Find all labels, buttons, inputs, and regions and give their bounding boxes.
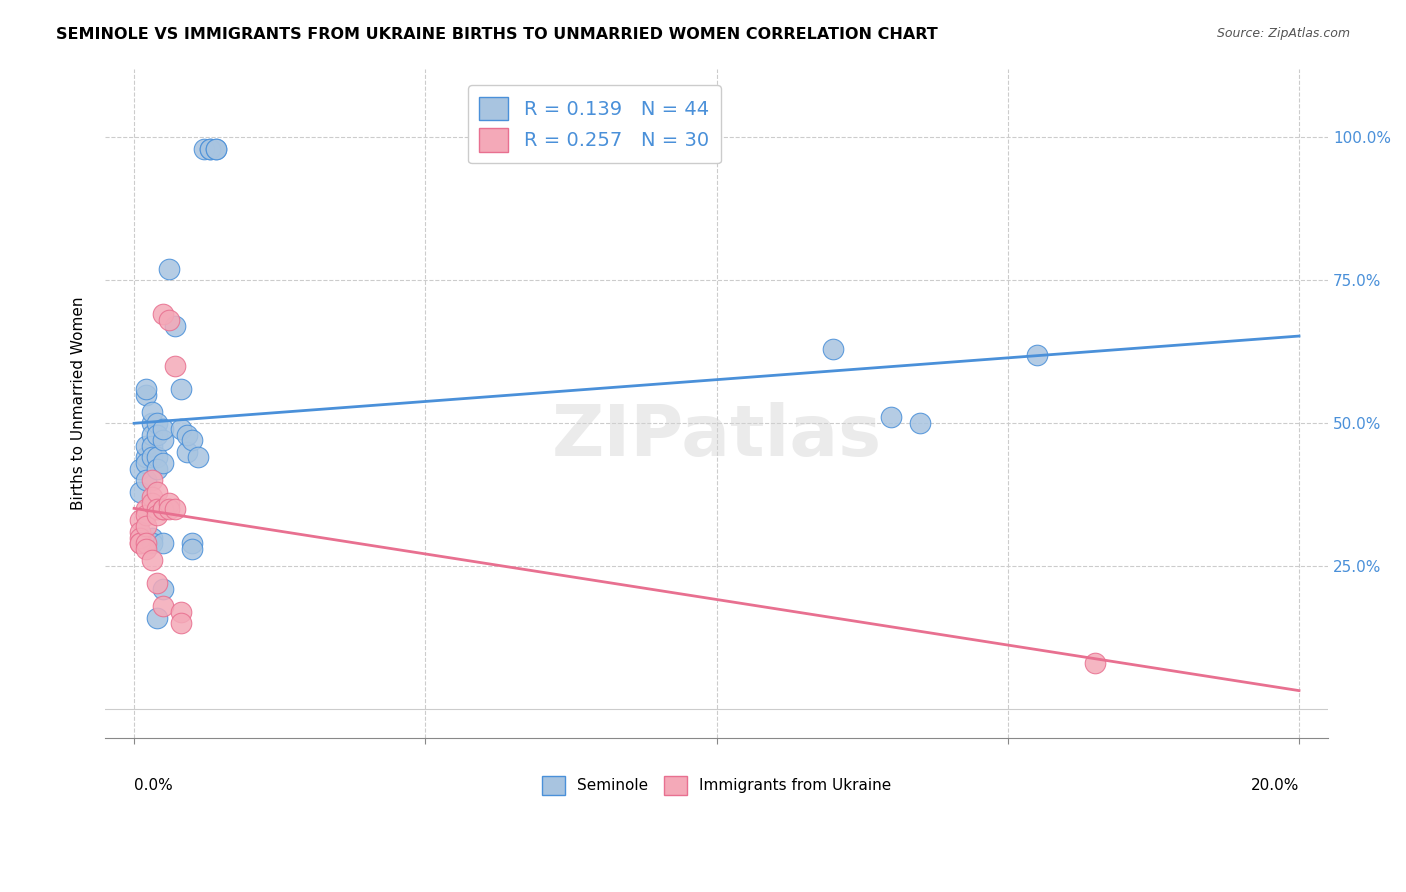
Point	[152, 502, 174, 516]
Point	[141, 427, 163, 442]
Point	[152, 502, 174, 516]
Point	[135, 536, 157, 550]
Text: 0.0%: 0.0%	[134, 778, 173, 793]
Point	[152, 422, 174, 436]
Point	[198, 142, 221, 156]
Point	[181, 536, 204, 550]
Point	[204, 142, 226, 156]
Point	[141, 473, 163, 487]
Point	[141, 450, 163, 465]
Point	[204, 142, 226, 156]
Point	[129, 536, 152, 550]
Point	[187, 450, 209, 465]
Point	[821, 342, 844, 356]
Point	[880, 410, 903, 425]
Point	[141, 405, 163, 419]
Point	[152, 456, 174, 470]
Point	[135, 508, 157, 522]
Point	[141, 553, 163, 567]
Point	[141, 439, 163, 453]
Point	[152, 536, 174, 550]
Point	[129, 531, 152, 545]
Text: 20.0%: 20.0%	[1251, 778, 1299, 793]
Point	[135, 519, 157, 533]
Point	[141, 531, 163, 545]
Text: SEMINOLE VS IMMIGRANTS FROM UKRAINE BIRTHS TO UNMARRIED WOMEN CORRELATION CHART: SEMINOLE VS IMMIGRANTS FROM UKRAINE BIRT…	[56, 27, 938, 42]
Point	[170, 605, 193, 619]
Point	[135, 382, 157, 396]
Point	[135, 456, 157, 470]
Point	[163, 318, 186, 333]
Point	[910, 416, 932, 430]
Point	[146, 502, 169, 516]
Point	[157, 496, 180, 510]
Point	[141, 416, 163, 430]
Point	[146, 450, 169, 465]
Point	[176, 444, 198, 458]
Point	[146, 508, 169, 522]
Point	[170, 422, 193, 436]
Point	[146, 484, 169, 499]
Point	[163, 502, 186, 516]
Point	[163, 359, 186, 373]
Point	[135, 450, 157, 465]
Point	[1084, 657, 1107, 671]
Point	[129, 536, 152, 550]
Point	[152, 599, 174, 614]
Point	[135, 387, 157, 401]
Point	[152, 582, 174, 596]
Point	[146, 610, 169, 624]
Text: Source: ZipAtlas.com: Source: ZipAtlas.com	[1216, 27, 1350, 40]
Y-axis label: Births to Unmarried Women: Births to Unmarried Women	[72, 296, 86, 510]
Point	[141, 496, 163, 510]
Point	[152, 308, 174, 322]
Point	[157, 261, 180, 276]
Point	[157, 502, 180, 516]
Point	[135, 473, 157, 487]
Point	[141, 491, 163, 505]
Legend: Seminole, Immigrants from Ukraine: Seminole, Immigrants from Ukraine	[533, 767, 900, 804]
Point	[181, 434, 204, 448]
Point	[146, 427, 169, 442]
Point	[146, 416, 169, 430]
Point	[176, 427, 198, 442]
Point	[129, 462, 152, 476]
Point	[129, 524, 152, 539]
Point	[181, 541, 204, 556]
Point	[135, 502, 157, 516]
Point	[146, 576, 169, 591]
Point	[141, 536, 163, 550]
Text: ZIPatlas: ZIPatlas	[551, 402, 882, 471]
Point	[170, 616, 193, 631]
Point	[146, 462, 169, 476]
Point	[129, 484, 152, 499]
Point	[1025, 347, 1047, 361]
Point	[157, 313, 180, 327]
Point	[193, 142, 215, 156]
Point	[198, 142, 221, 156]
Point	[152, 434, 174, 448]
Point	[135, 439, 157, 453]
Point	[135, 541, 157, 556]
Point	[170, 382, 193, 396]
Point	[129, 513, 152, 527]
